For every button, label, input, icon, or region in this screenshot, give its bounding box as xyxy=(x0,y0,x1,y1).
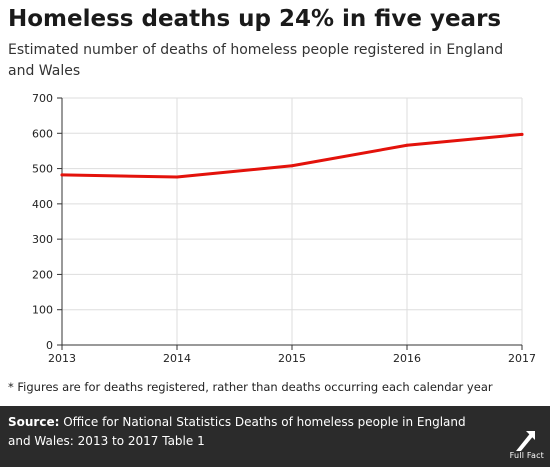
source-description: Office for National Statistics Deaths of… xyxy=(8,415,466,448)
line-chart: 0 100 200 300 400 500 600 700 2013 2014 2015 2016 20… xyxy=(32,92,536,365)
chart-series xyxy=(60,132,524,179)
x-tick-label: 2017 xyxy=(508,352,536,365)
data-point xyxy=(290,164,294,168)
source-footer: Source: Office for National Statistics D… xyxy=(0,406,550,467)
y-tick-label: 300 xyxy=(32,233,53,246)
y-tick-label: 100 xyxy=(32,304,53,317)
y-tick-label: 200 xyxy=(32,268,53,281)
y-tick-label: 0 xyxy=(46,339,53,352)
chart-tick-labels: 0 100 200 300 400 500 600 700 2013 2014 2015 2016 20… xyxy=(32,92,536,365)
data-point xyxy=(60,173,64,177)
x-tick-label: 2015 xyxy=(278,352,306,365)
chart-grid xyxy=(62,97,523,345)
data-point xyxy=(405,143,409,147)
source-label: Source: xyxy=(8,415,60,429)
chart-title: Homeless deaths up 24% in five years xyxy=(8,6,502,32)
y-tick-label: 500 xyxy=(32,163,53,176)
chart-axes xyxy=(57,97,523,350)
x-tick-label: 2014 xyxy=(163,352,191,365)
source-text: Source: Office for National Statistics D… xyxy=(8,413,478,451)
y-tick-label: 400 xyxy=(32,198,53,211)
x-tick-label: 2016 xyxy=(393,352,421,365)
full-fact-logo-icon xyxy=(516,431,535,451)
y-tick-label: 700 xyxy=(32,92,53,105)
chart-subtitle: Estimated number of deaths of homeless p… xyxy=(8,42,504,79)
x-tick-label: 2013 xyxy=(48,352,76,365)
chart-footnote: * Figures are for deaths registered, rat… xyxy=(8,380,493,394)
y-tick-label: 600 xyxy=(32,127,53,140)
logo-text: Full Fact xyxy=(509,451,544,460)
data-point xyxy=(520,132,524,136)
data-point xyxy=(175,175,179,179)
